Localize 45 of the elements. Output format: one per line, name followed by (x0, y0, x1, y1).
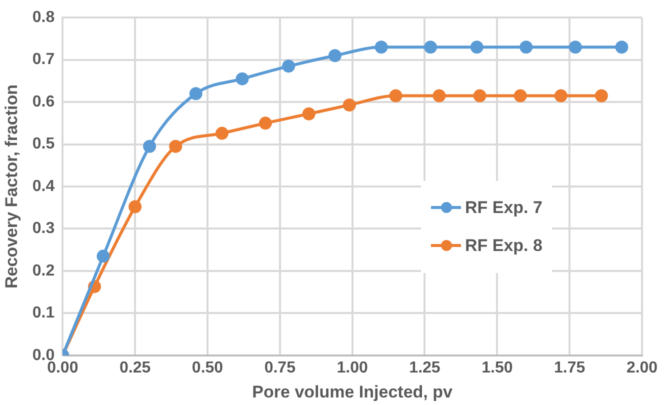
y-axis-title: Recovery Factor, fraction (2, 84, 21, 289)
point (302, 107, 316, 120)
y-tick-label: 0.1 (32, 304, 55, 322)
point (215, 126, 228, 140)
y-tick-label: 0.3 (32, 220, 55, 238)
x-tick-label: 1.00 (336, 359, 368, 376)
point (554, 89, 568, 102)
point (432, 89, 446, 102)
point (615, 40, 628, 54)
point (520, 40, 533, 54)
point (374, 40, 388, 54)
y-tick-label: 0.6 (32, 93, 55, 110)
point (189, 87, 202, 100)
point (424, 40, 438, 54)
x-tick-label: 2.00 (626, 359, 658, 376)
point (568, 40, 582, 54)
point (282, 60, 296, 73)
point (389, 89, 402, 102)
x-tick-label: 0.75 (264, 359, 296, 376)
point (169, 140, 182, 153)
point (236, 72, 249, 86)
point (258, 116, 272, 130)
y-tick-label: 0.7 (32, 51, 55, 68)
legend-label: RF Exp. 7 (465, 198, 542, 218)
x-tick-label: 1.50 (482, 359, 513, 376)
x-tick-label: 0.25 (119, 359, 151, 376)
point (96, 250, 110, 263)
point (143, 140, 156, 153)
y-tick-label: 0.2 (32, 262, 55, 280)
x-tick-label: 0.50 (192, 359, 224, 376)
point (328, 49, 342, 62)
y-tick-label: 0.5 (32, 136, 55, 153)
point (342, 98, 356, 112)
point (514, 89, 527, 102)
legend-label: RF Exp. 8 (465, 236, 542, 256)
y-tick-label: 0.4 (32, 178, 55, 195)
x-axis-title: Pore volume Injected, pv (252, 382, 454, 402)
point (594, 89, 608, 102)
y-tick-label: 0.8 (32, 9, 55, 26)
point (473, 89, 486, 102)
x-tick-label: 1.25 (409, 359, 440, 376)
point (470, 40, 484, 54)
point (128, 200, 142, 214)
x-tick-label: 0.00 (47, 359, 78, 376)
x-tick-label: 1.75 (554, 359, 586, 376)
